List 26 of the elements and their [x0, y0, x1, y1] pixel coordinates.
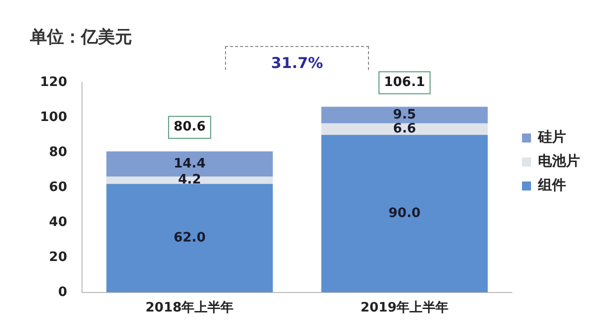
- x-tick-label: 2018年上半年: [146, 300, 234, 316]
- bar: [321, 123, 488, 135]
- total-label: 80.6: [174, 120, 206, 135]
- y-tick-label: 120: [40, 74, 68, 90]
- data-label: 4.2: [178, 172, 202, 188]
- bar: [321, 134, 488, 292]
- y-tick-label: 60: [49, 180, 68, 195]
- chart-title: 单位：亿美元: [29, 28, 132, 48]
- data-label: 62.0: [174, 230, 206, 246]
- y-tick-label: 80: [49, 144, 68, 160]
- total-label: 106.1: [384, 75, 426, 90]
- legend-label: 电池片: [538, 154, 580, 170]
- y-tick-label: 100: [40, 110, 68, 125]
- data-label: 9.5: [393, 107, 416, 122]
- y-tick-label: 20: [49, 250, 68, 265]
- x-tick-label: 2019年上半年: [360, 300, 449, 316]
- text: 31.7%: [270, 54, 324, 72]
- y-tick-label: 40: [49, 214, 68, 230]
- bar: [321, 106, 488, 124]
- data-label: 14.4: [174, 156, 206, 172]
- legend-label: 组件: [537, 178, 566, 194]
- y-tick-label: 0: [58, 284, 68, 300]
- legend-label: 硅片: [537, 130, 566, 146]
- bar: [106, 184, 273, 292]
- data-label: 6.6: [393, 122, 416, 136]
- data-label: 90.0: [388, 206, 421, 222]
